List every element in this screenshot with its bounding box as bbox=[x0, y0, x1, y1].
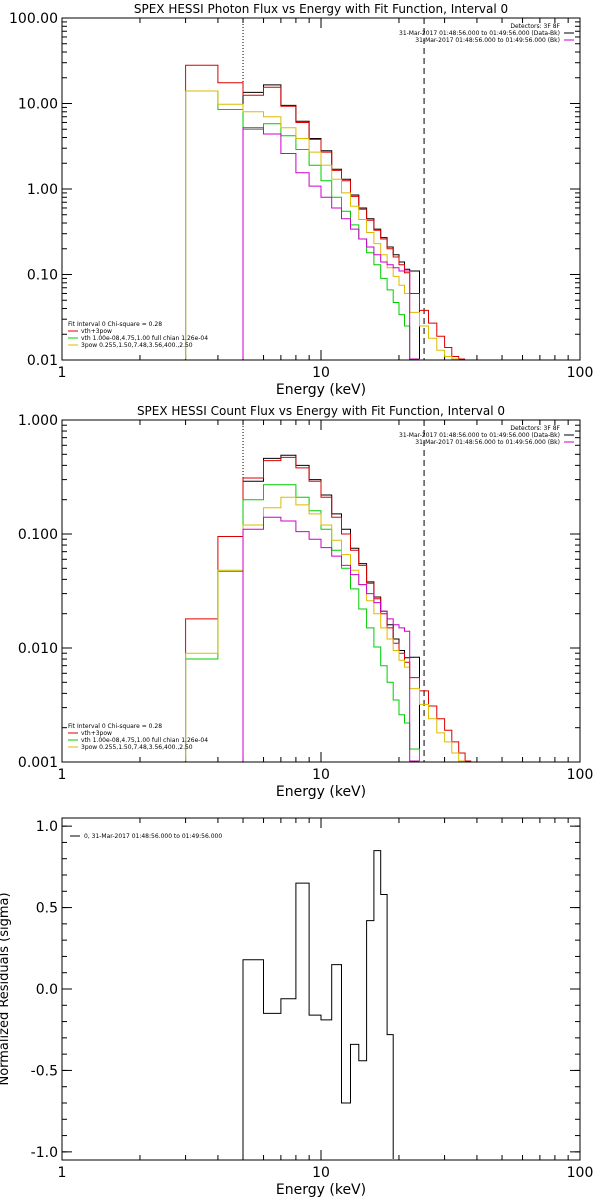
x-axis-label: Energy (keV) bbox=[276, 784, 366, 800]
x-tick-label: 1 bbox=[58, 1165, 67, 1181]
fit-summary-text: Fit Interval 0 Chi-square = 0.28 bbox=[68, 723, 162, 730]
y-tick-label: 0.5 bbox=[36, 901, 58, 917]
y-tick-label: 0.10 bbox=[27, 268, 58, 284]
y-tick-label: 0.0 bbox=[36, 982, 58, 998]
series-2-step-line bbox=[185, 90, 420, 360]
legend-entry: vth 1.00e-08,4.75,1.00 full chian 1.26e-… bbox=[81, 737, 208, 744]
x-tick-label: 100 bbox=[567, 365, 594, 381]
x-tick-label: 100 bbox=[567, 1165, 594, 1181]
plot-frame bbox=[61, 419, 581, 763]
count-flux-panel: SPEX HESSI Count Flux vs Energy with Fit… bbox=[18, 404, 593, 800]
y-tick-label: 0.100 bbox=[18, 527, 58, 543]
x-tick-label: 1 bbox=[58, 365, 67, 381]
series-0-step-line bbox=[242, 850, 394, 1159]
chart-title: SPEX HESSI Count Flux vs Energy with Fit… bbox=[137, 404, 505, 418]
y-tick-label: 10.00 bbox=[18, 97, 58, 113]
legend-entry: vth 1.00e-08,4.75,1.00 full chian 1.26e-… bbox=[81, 335, 208, 342]
legend-entry: vth+3pow bbox=[81, 730, 112, 737]
residuals-panel: 1 10 100 -1.0 -0.5 0.0 0.5 1.0 Energy (keV) Norma… bbox=[0, 817, 594, 1198]
y-tick-label: 1.000 bbox=[18, 413, 58, 429]
y-tick-label: 1.00 bbox=[27, 182, 58, 198]
y-tick-label: 1.0 bbox=[36, 819, 58, 835]
y-tick-label: 0.001 bbox=[18, 755, 58, 771]
series-4-step-line bbox=[242, 516, 420, 762]
legend-entry: 0, 31-Mar-2017 01:48:56.000 to 01:49:56.… bbox=[84, 833, 222, 840]
legend-entry: 31-Mar-2017 01:48:56.000 to 01:49:56.000… bbox=[399, 432, 560, 439]
x-tick-label: 10 bbox=[312, 365, 330, 381]
y-axis-label: Normalized Residuals (sigma) bbox=[0, 892, 12, 1085]
series-3-step-line bbox=[185, 90, 459, 360]
series-1-step-line bbox=[185, 64, 466, 360]
series-2-step-line bbox=[185, 484, 420, 761]
legend-entry: Detectors: 3F 8F bbox=[510, 23, 560, 30]
series-0-step-line bbox=[242, 84, 420, 359]
series-4-step-line bbox=[242, 127, 420, 360]
fit-summary-text: Fit Interval 0 Chi-square = 0.28 bbox=[68, 321, 162, 328]
legend-entry: 31-Mar-2017 01:48:56.000 to 01:49:56.000… bbox=[415, 439, 560, 446]
y-tick-label: 0.010 bbox=[18, 641, 58, 657]
legend-entry: 31-Mar-2017 01:48:56.000 to 01:49:56.000… bbox=[399, 30, 560, 37]
legend-entry: 3pow 0.255,1.50,7.48,3.56,400.,2.50 bbox=[81, 744, 193, 751]
legend-entry: 3pow 0.255,1.50,7.48,3.56,400.,2.50 bbox=[81, 342, 193, 349]
y-tick-label: -0.5 bbox=[31, 1063, 58, 1079]
plot-frame bbox=[61, 817, 581, 1161]
y-tick-label: 0.01 bbox=[27, 353, 58, 369]
legend-entry: Detectors: 3F 8F bbox=[510, 425, 560, 432]
legend-entry: vth+3pow bbox=[81, 328, 112, 335]
y-tick-label: -1.0 bbox=[31, 1145, 58, 1161]
y-tick-label: 100.00 bbox=[9, 11, 58, 27]
x-tick-label: 10 bbox=[312, 1165, 330, 1181]
chart-title: SPEX HESSI Photon Flux vs Energy with Fi… bbox=[134, 2, 508, 16]
x-tick-label: 1 bbox=[58, 767, 67, 783]
x-axis-label: Energy (keV) bbox=[276, 1182, 366, 1198]
photon-flux-panel: SPEX HESSI Photon Flux vs Energy with Fi… bbox=[9, 2, 593, 398]
legend-entry: 31-Mar-2017 01:48:56.000 to 01:49:56.000… bbox=[415, 37, 560, 44]
x-tick-label: 10 bbox=[312, 767, 330, 783]
x-axis-label: Energy (keV) bbox=[276, 382, 366, 398]
x-tick-label: 100 bbox=[567, 767, 594, 783]
